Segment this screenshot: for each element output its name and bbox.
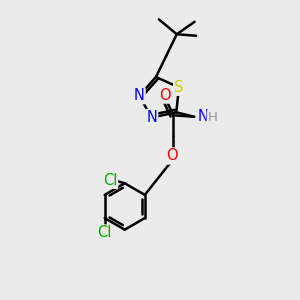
Text: N: N xyxy=(134,88,145,103)
Text: Cl: Cl xyxy=(103,173,117,188)
Text: N: N xyxy=(146,110,157,125)
Text: O: O xyxy=(166,148,178,164)
Text: O: O xyxy=(159,88,171,103)
Text: Cl: Cl xyxy=(98,225,112,240)
Text: N: N xyxy=(198,109,208,124)
Text: H: H xyxy=(208,111,218,124)
Text: S: S xyxy=(174,80,184,95)
